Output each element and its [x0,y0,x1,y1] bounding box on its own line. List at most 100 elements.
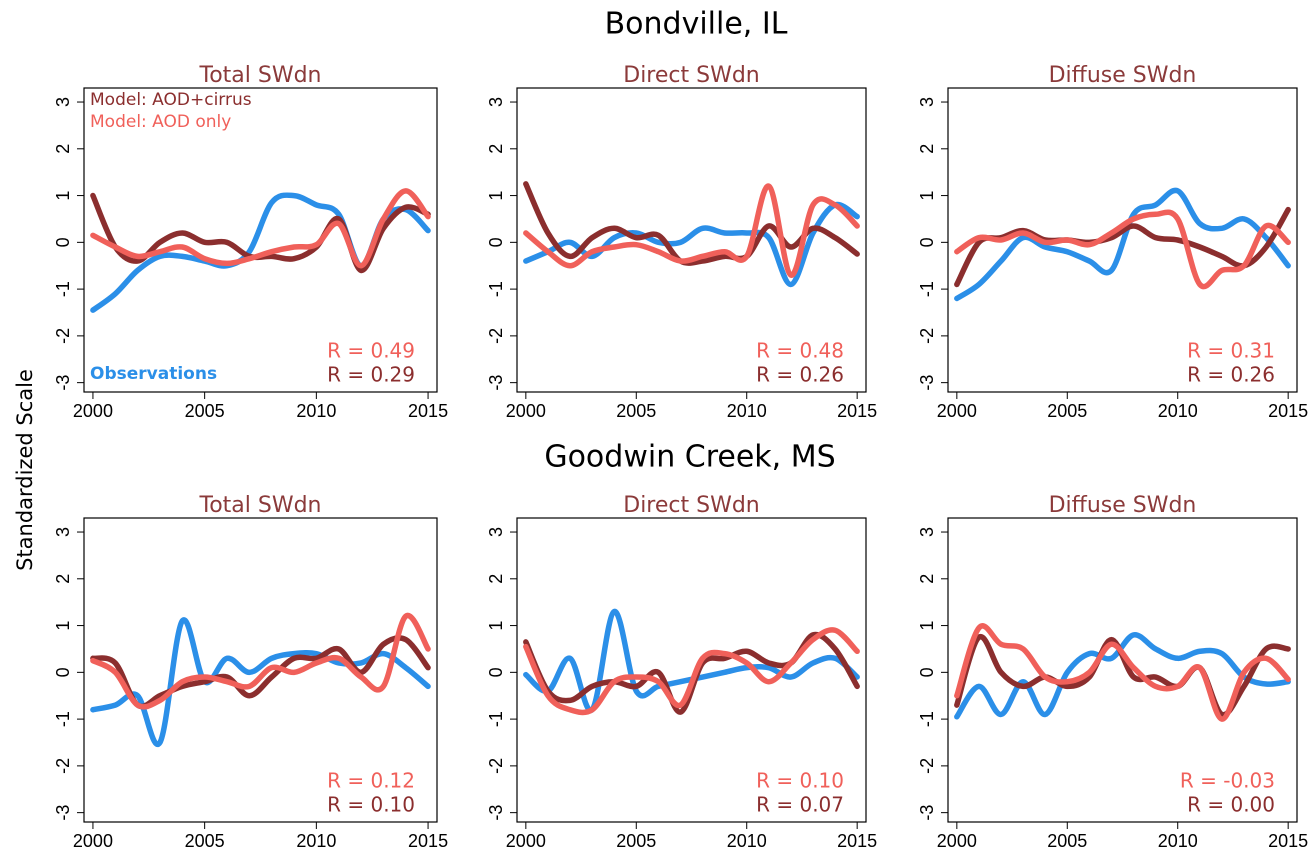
y-tick-label: 3 [486,97,506,107]
y-tick-label: -2 [53,758,73,774]
annotation: R = -0.03 [1180,769,1275,793]
x-tick-label: 2010 [1158,401,1198,421]
series-line [90,635,431,710]
annotation: R = 0.26 [1187,363,1275,387]
y-tick-label: 3 [53,527,73,537]
series-line [954,623,1291,722]
y-tick-label: 2 [53,144,73,154]
y-tick-label: 0 [917,667,937,677]
y-tick-label: 1 [917,621,937,631]
y-tick-label: -1 [917,711,937,727]
panel-title: Diffuse SWdn [1049,493,1197,518]
annotation: R = 0.00 [1187,793,1275,817]
y-tick-label: -2 [917,328,937,344]
series-line [90,617,431,748]
y-tick-label: 3 [917,527,937,537]
legend-entry: Model: AOD only [90,112,231,132]
plot-frame [947,517,1298,823]
x-tick-label: 2000 [73,831,113,851]
y-tick-label: -3 [486,805,506,821]
panel-title: Direct SWdn [623,493,760,518]
annotation: R = 0.31 [1187,339,1275,363]
plot-frame [83,87,438,393]
series-line [90,612,431,710]
y-tick-label: 0 [53,237,73,247]
y-tick-label: -3 [486,375,506,391]
x-tick-label: 2005 [616,831,656,851]
x-tick-label: 2005 [1047,831,1087,851]
y-tick-label: -1 [486,281,506,297]
annotation: R = 0.10 [327,793,415,817]
x-tick-label: 2000 [73,401,113,421]
annotation: R = 0.07 [756,793,844,817]
x-tick-label: 2015 [1268,401,1308,421]
y-tick-label: 2 [486,574,506,584]
x-tick-label: 2005 [185,401,225,421]
y-tick-label: 3 [53,97,73,107]
x-tick-label: 2000 [937,831,977,851]
x-tick-label: 2000 [506,401,546,421]
panel-title: Total SWdn [199,63,322,88]
annotation: R = 0.49 [327,339,415,363]
y-tick-label: -2 [917,758,937,774]
plot-frame [516,87,867,393]
y-tick-label: -3 [917,805,937,821]
annotation: R = 0.29 [327,363,415,387]
y-tick-label: 0 [486,667,506,677]
x-tick-label: 2015 [837,401,877,421]
x-tick-label: 2010 [296,401,336,421]
x-tick-label: 2005 [1047,401,1087,421]
plot-frame [83,517,438,823]
series-line [523,627,860,716]
y-tick-label: -1 [917,281,937,297]
y-tick-label: 2 [486,144,506,154]
row-title: Goodwin Creek, MS [544,440,835,475]
y-tick-label: 2 [53,574,73,584]
y-tick-label: 3 [486,527,506,537]
series-line [523,183,860,278]
series-line [90,188,431,269]
y-tick-label: 1 [486,191,506,201]
x-tick-label: 2010 [727,401,767,421]
y-tick-label: 1 [53,191,73,201]
x-tick-label: 2010 [296,831,336,851]
x-tick-label: 2000 [506,831,546,851]
y-tick-label: -3 [53,805,73,821]
annotation: R = 0.10 [756,769,844,793]
panel-title: Direct SWdn [623,63,760,88]
annotation: R = 0.48 [756,339,844,363]
y-tick-label: -3 [53,375,73,391]
plot-frame [516,517,867,823]
y-tick-label: 1 [486,621,506,631]
x-tick-label: 2000 [937,401,977,421]
y-tick-label: 2 [917,144,937,154]
y-tick-label: -3 [917,375,937,391]
y-tick-label: 1 [53,621,73,631]
row-title: Bondville, IL [605,7,788,42]
y-tick-label: 2 [917,574,937,584]
y-tick-label: -2 [486,758,506,774]
series-line [954,632,1291,720]
panel-title: Diffuse SWdn [1049,63,1197,88]
y-tick-label: -1 [486,711,506,727]
y-tick-label: 1 [917,191,937,201]
legend-entry: Observations [90,364,217,384]
x-tick-label: 2010 [727,831,767,851]
y-tick-label: -1 [53,711,73,727]
x-tick-label: 2015 [837,831,877,851]
series-line [954,187,1291,302]
y-tick-label: -1 [53,281,73,297]
y-axis-label: Standardized Scale [13,369,37,571]
x-tick-label: 2015 [408,831,448,851]
x-tick-label: 2015 [408,401,448,421]
x-tick-label: 2005 [185,831,225,851]
annotation: R = 0.26 [756,363,844,387]
y-tick-label: 3 [917,97,937,107]
annotation: R = 0.12 [327,769,415,793]
legend-entry: Model: AOD+cirrus [90,90,252,110]
panel-title: Total SWdn [199,493,322,518]
x-tick-label: 2015 [1268,831,1308,851]
series-line [954,209,1291,290]
y-tick-label: 0 [486,237,506,247]
